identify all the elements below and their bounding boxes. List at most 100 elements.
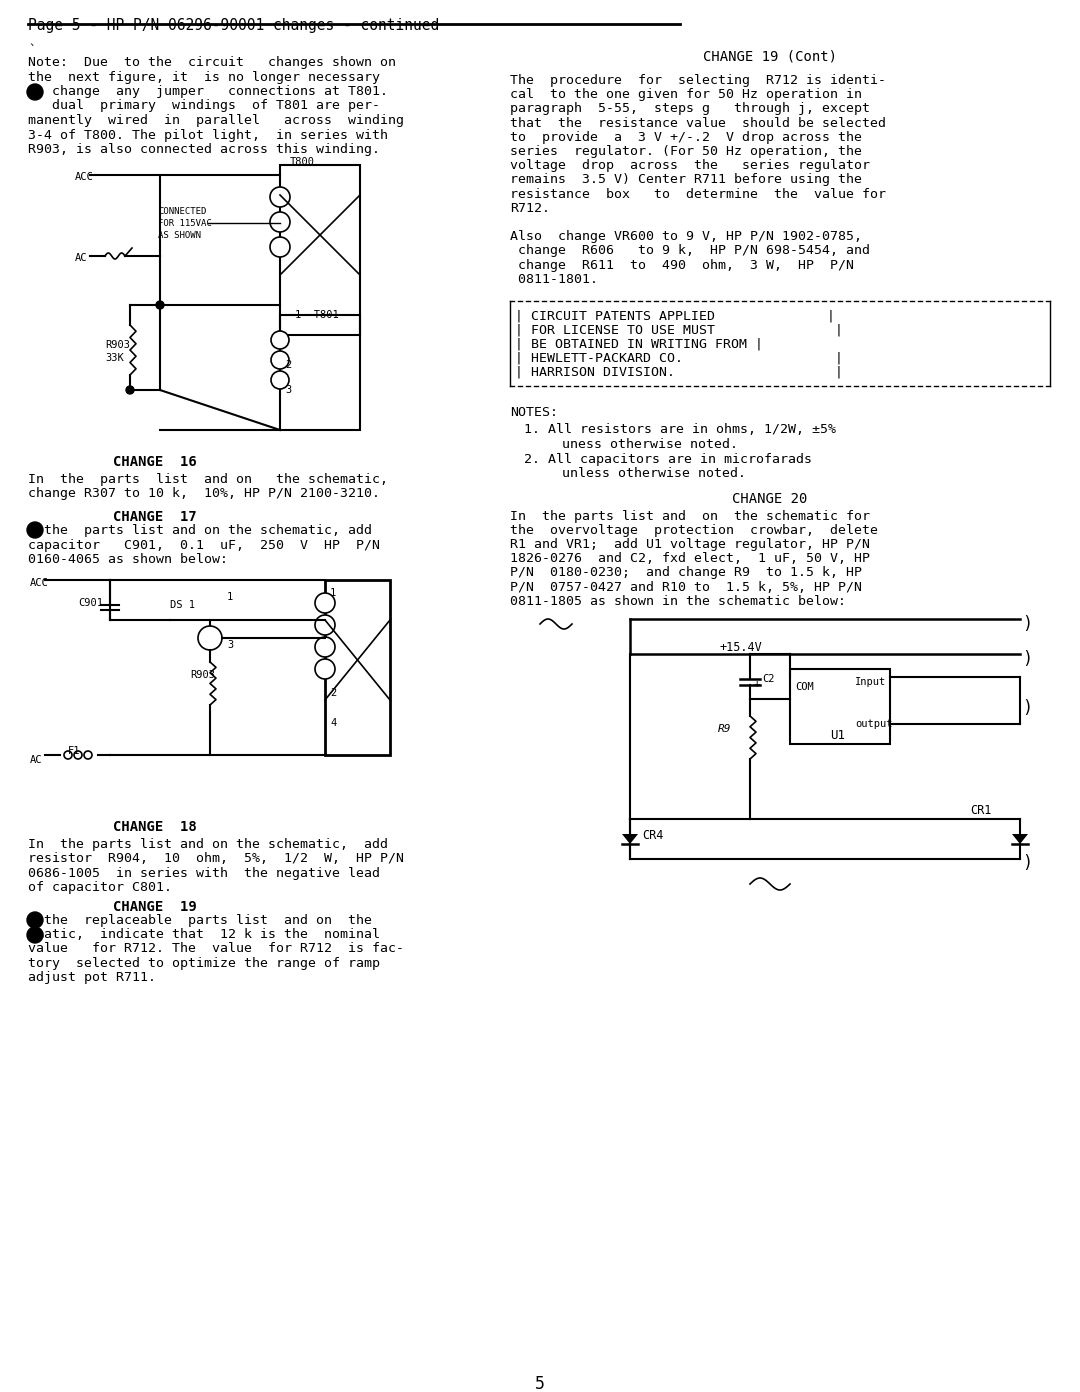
Text: R1 and VR1;  add U1 voltage regulator, HP P/N: R1 and VR1; add U1 voltage regulator, HP… xyxy=(510,537,870,551)
Circle shape xyxy=(315,638,335,657)
Text: | CIRCUIT PATENTS APPLIED              |: | CIRCUIT PATENTS APPLIED | xyxy=(515,309,835,322)
Text: +15.4V: +15.4V xyxy=(720,640,762,654)
Text: ): ) xyxy=(1022,615,1032,633)
Bar xyxy=(280,315,360,430)
Text: Page 5 - HP P/N 06296-90001 changes - continued: Page 5 - HP P/N 06296-90001 changes - co… xyxy=(28,18,440,33)
Text: Note:  Due  to the  circuit   changes shown on: Note: Due to the circuit changes shown o… xyxy=(28,56,396,70)
Text: In  the parts list and  on  the schematic for: In the parts list and on the schematic f… xyxy=(510,509,870,522)
Text: 0811-1801.: 0811-1801. xyxy=(510,273,598,285)
Text: value   for R712. The  value  for R712  is fac-: value for R712. The value for R712 is fa… xyxy=(28,942,404,955)
Text: 2. All capacitors are in microfarads: 2. All capacitors are in microfarads xyxy=(524,454,812,466)
Text: ): ) xyxy=(1022,699,1032,717)
Text: T800: T800 xyxy=(291,157,315,167)
Text: change  any  jumper   connections at T801.: change any jumper connections at T801. xyxy=(28,85,388,97)
Text: R903, is also connected across this winding.: R903, is also connected across this wind… xyxy=(28,143,380,156)
Circle shape xyxy=(126,386,134,394)
Text: CHANGE  17: CHANGE 17 xyxy=(113,509,197,523)
Circle shape xyxy=(27,522,43,537)
Text: manently  wired  in  parallel   across  winding: manently wired in parallel across windin… xyxy=(28,114,404,127)
Text: of capacitor C801.: of capacitor C801. xyxy=(28,881,172,895)
Text: Input: Input xyxy=(855,677,887,688)
Circle shape xyxy=(84,752,92,759)
Text: ): ) xyxy=(1022,650,1032,668)
Circle shape xyxy=(271,351,289,369)
Text: unless otherwise noted.: unless otherwise noted. xyxy=(538,468,746,480)
Text: | BE OBTAINED IN WRITING FROM |: | BE OBTAINED IN WRITING FROM | xyxy=(515,338,762,351)
Text: CHANGE  19: CHANGE 19 xyxy=(113,901,197,915)
Text: the  next figure, it  is no longer necessary: the next figure, it is no longer necessa… xyxy=(28,71,380,84)
Text: 0811-1805 as shown in the schematic below:: 0811-1805 as shown in the schematic belo… xyxy=(510,594,846,608)
Circle shape xyxy=(270,187,291,207)
Circle shape xyxy=(271,331,289,349)
Text: FOR 115VAC: FOR 115VAC xyxy=(158,219,212,228)
Text: ematic,  indicate that  12 k is the  nominal: ematic, indicate that 12 k is the nomina… xyxy=(28,928,380,941)
Circle shape xyxy=(198,626,222,650)
Text: 0686-1005  in series with  the negative lead: 0686-1005 in series with the negative le… xyxy=(28,867,380,880)
Text: that  the  resistance value  should be selected: that the resistance value should be sele… xyxy=(510,117,886,129)
Text: the  parts list and on the schematic, add: the parts list and on the schematic, add xyxy=(28,523,372,537)
Text: 1: 1 xyxy=(330,587,336,599)
Text: the  replaceable  parts list  and on  the: the replaceable parts list and on the xyxy=(28,915,372,927)
Text: resistor  R904,  10  ohm,  5%,  1/2  W,  HP P/N: resistor R904, 10 ohm, 5%, 1/2 W, HP P/N xyxy=(28,852,404,866)
Text: remains  3.5 V) Center R711 before using the: remains 3.5 V) Center R711 before using … xyxy=(510,174,862,187)
Text: CHANGE  16: CHANGE 16 xyxy=(113,455,197,469)
Text: dual  primary  windings  of T801 are per-: dual primary windings of T801 are per- xyxy=(28,99,380,113)
Polygon shape xyxy=(622,834,638,844)
Text: +: + xyxy=(754,679,760,689)
Polygon shape xyxy=(1012,834,1028,844)
Text: In  the  parts  list  and on   the schematic,: In the parts list and on the schematic, xyxy=(28,473,388,486)
Text: 3: 3 xyxy=(285,386,292,395)
Text: cal  to the one given for 50 Hz operation in: cal to the one given for 50 Hz operation… xyxy=(510,88,862,102)
Text: AC: AC xyxy=(30,754,42,766)
Text: voltage  drop  across  the   series regulator: voltage drop across the series regulator xyxy=(510,159,870,173)
Text: F1: F1 xyxy=(68,746,81,756)
Text: CHANGE 19 (Cont): CHANGE 19 (Cont) xyxy=(703,50,837,64)
Text: R9: R9 xyxy=(718,724,731,734)
Text: 5: 5 xyxy=(535,1375,545,1392)
Circle shape xyxy=(27,927,43,942)
Text: In  the parts list and on the schematic,  add: In the parts list and on the schematic, … xyxy=(28,838,388,851)
Text: CR1: CR1 xyxy=(970,805,991,817)
Bar xyxy=(789,670,890,743)
Text: capacitor   C901,  0.1  uF,  250  V  HP  P/N: capacitor C901, 0.1 uF, 250 V HP P/N xyxy=(28,539,380,551)
Text: | HARRISON DIVISION.                    |: | HARRISON DIVISION. | xyxy=(515,366,843,379)
Text: 1  T801: 1 T801 xyxy=(295,310,339,320)
Text: to  provide  a  3 V +/-.2  V drop across the: to provide a 3 V +/-.2 V drop across the xyxy=(510,131,862,143)
Text: C901: C901 xyxy=(78,599,103,608)
Circle shape xyxy=(315,593,335,612)
Text: 1826-0276  and C2, fxd elect,  1 uF, 50 V, HP: 1826-0276 and C2, fxd elect, 1 uF, 50 V,… xyxy=(510,553,870,565)
Text: NOTES:: NOTES: xyxy=(510,406,558,419)
Text: uness otherwise noted.: uness otherwise noted. xyxy=(538,437,738,451)
Text: paragraph  5-55,  steps g   through j, except: paragraph 5-55, steps g through j, excep… xyxy=(510,103,870,116)
Text: ACC: ACC xyxy=(75,173,94,182)
Text: 2: 2 xyxy=(330,688,336,697)
Text: R712.: R712. xyxy=(510,202,550,214)
Text: change  R606   to 9 k,  HP P/N 698-5454, and: change R606 to 9 k, HP P/N 698-5454, and xyxy=(510,245,870,258)
Text: R903: R903 xyxy=(105,340,130,349)
Text: P/N  0180-0230;  and change R9  to 1.5 k, HP: P/N 0180-0230; and change R9 to 1.5 k, H… xyxy=(510,567,862,579)
Text: series  regulator. (For 50 Hz operation, the: series regulator. (For 50 Hz operation, … xyxy=(510,145,862,159)
Text: R903: R903 xyxy=(190,670,215,681)
Bar xyxy=(325,580,390,754)
Text: AC: AC xyxy=(75,253,87,263)
Text: 3: 3 xyxy=(227,640,233,650)
Text: CHANGE  18: CHANGE 18 xyxy=(113,820,197,834)
Text: P/N  0757-0427 and R10 to  1.5 k, 5%, HP P/N: P/N 0757-0427 and R10 to 1.5 k, 5%, HP P… xyxy=(510,580,862,593)
Text: 3-4 of T800. The pilot light,  in series with: 3-4 of T800. The pilot light, in series … xyxy=(28,128,388,142)
Circle shape xyxy=(315,615,335,635)
Text: | HEWLETT-PACKARD CO.                   |: | HEWLETT-PACKARD CO. | xyxy=(515,352,843,365)
Text: CR4: CR4 xyxy=(642,830,663,842)
Text: Also  change VR600 to 9 V, HP P/N 1902-0785,: Also change VR600 to 9 V, HP P/N 1902-07… xyxy=(510,230,862,244)
Text: 4: 4 xyxy=(330,718,336,728)
Circle shape xyxy=(27,84,43,100)
Text: adjust pot R711.: adjust pot R711. xyxy=(28,972,156,984)
Text: The  procedure  for  selecting  R712 is identi-: The procedure for selecting R712 is iden… xyxy=(510,74,886,86)
Circle shape xyxy=(270,237,291,258)
Text: C2: C2 xyxy=(762,674,774,683)
Text: ): ) xyxy=(1022,855,1032,871)
Text: | FOR LICENSE TO USE MUST               |: | FOR LICENSE TO USE MUST | xyxy=(515,323,843,337)
Text: change R307 to 10 k,  10%, HP P/N 2100-3210.: change R307 to 10 k, 10%, HP P/N 2100-32… xyxy=(28,487,380,501)
Text: 0160-4065 as shown below:: 0160-4065 as shown below: xyxy=(28,553,228,567)
Text: resistance  box   to  determine  the  value for: resistance box to determine the value fo… xyxy=(510,188,886,200)
Circle shape xyxy=(64,752,72,759)
